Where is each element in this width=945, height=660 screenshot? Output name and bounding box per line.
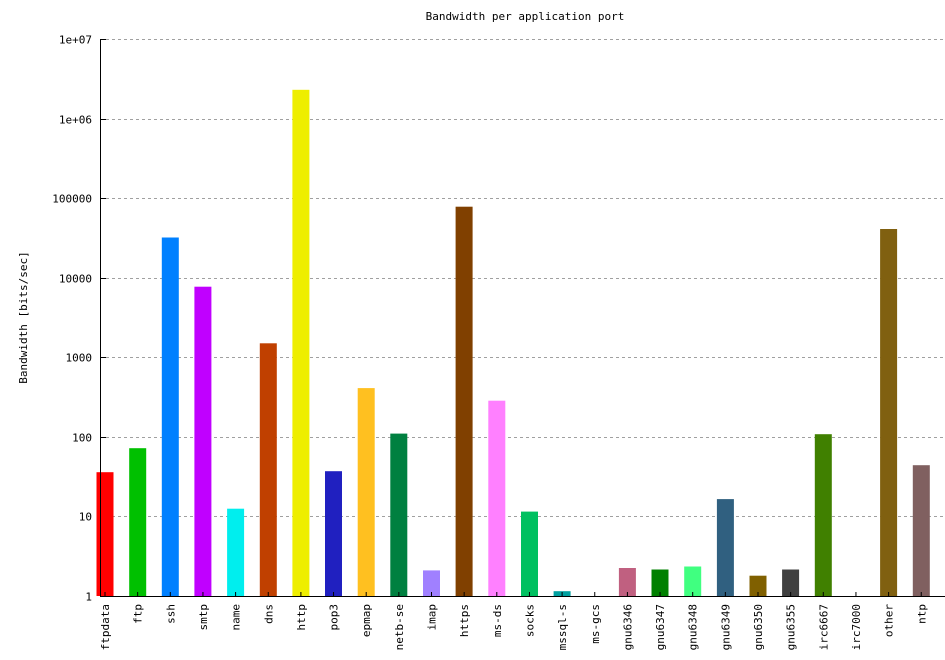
bar-name bbox=[227, 509, 244, 596]
x-tick-label: mssql-s bbox=[556, 604, 569, 650]
x-tick-label: gnu6350 bbox=[752, 604, 765, 650]
x-tick-label: ssh bbox=[164, 604, 177, 624]
x-tick-label: pop3 bbox=[328, 604, 341, 631]
y-tick-label: 1e+07 bbox=[59, 34, 92, 47]
y-tick-label: 1000 bbox=[66, 352, 93, 365]
x-tick-label: smtp bbox=[197, 604, 210, 631]
x-tick-label: gnu6355 bbox=[785, 604, 798, 650]
bar-ftpdata bbox=[97, 472, 114, 596]
y-tick-label: 100000 bbox=[52, 193, 92, 206]
x-tick-label: ftp bbox=[132, 604, 145, 624]
x-tick-label: http bbox=[295, 604, 308, 631]
x-tick-label: ftpdata bbox=[99, 604, 112, 650]
bar-gnu6346 bbox=[619, 568, 636, 596]
x-tick-label: gnu6346 bbox=[621, 604, 634, 650]
y-tick-label: 100 bbox=[72, 432, 92, 445]
bar-gnu6349 bbox=[717, 499, 734, 596]
x-tick-label: ms-gcs bbox=[589, 604, 602, 644]
x-tick-label: imap bbox=[426, 604, 439, 631]
bar-ntp bbox=[913, 465, 930, 596]
bar-smtp bbox=[194, 287, 211, 596]
bar-https bbox=[456, 207, 473, 596]
x-tick-label: ntp bbox=[915, 604, 928, 624]
x-tick-label: irc7000 bbox=[850, 604, 863, 650]
bar-epmap bbox=[358, 388, 375, 596]
chart-title: Bandwidth per application port bbox=[426, 10, 625, 23]
x-tick-label: netb-se bbox=[393, 604, 406, 650]
bar-other bbox=[880, 229, 897, 596]
x-tick-label: https bbox=[458, 604, 471, 637]
x-tick-label: gnu6347 bbox=[654, 604, 667, 650]
x-tick-label: gnu6348 bbox=[687, 604, 700, 650]
bar-ssh bbox=[162, 238, 179, 597]
x-tick-label: socks bbox=[523, 604, 536, 637]
bar-socks bbox=[521, 512, 538, 596]
x-tick-label: epmap bbox=[360, 604, 373, 637]
bars bbox=[97, 90, 945, 596]
y-tick-label: 1 bbox=[85, 591, 92, 604]
x-axis-tick-labels: ftpdata ftp ssh smtp name dns http pop3 epmap net… bbox=[99, 592, 945, 650]
bar-http bbox=[292, 90, 309, 596]
x-tick-label: other bbox=[883, 604, 896, 637]
x-tick-label: ms-ds bbox=[491, 604, 504, 637]
bar-pop3 bbox=[325, 471, 342, 596]
bar-irc6667 bbox=[815, 434, 832, 596]
bar-ms-ds bbox=[488, 401, 505, 596]
y-tick-label: 1e+06 bbox=[59, 114, 92, 127]
y-tick-label: 10 bbox=[79, 511, 92, 524]
y-axis-label: Bandwidth [bits/sec] bbox=[17, 251, 30, 383]
bar-dns bbox=[260, 343, 277, 596]
x-tick-label: irc6667 bbox=[817, 604, 830, 650]
bar-gnu6348 bbox=[684, 567, 701, 597]
bar-ftp bbox=[129, 448, 146, 596]
x-tick-label: gnu6349 bbox=[719, 604, 732, 650]
x-tick-label: dns bbox=[262, 604, 275, 624]
x-tick-label: name bbox=[230, 604, 243, 631]
bar-netb-se bbox=[390, 434, 407, 596]
y-tick-label: 10000 bbox=[59, 273, 92, 286]
